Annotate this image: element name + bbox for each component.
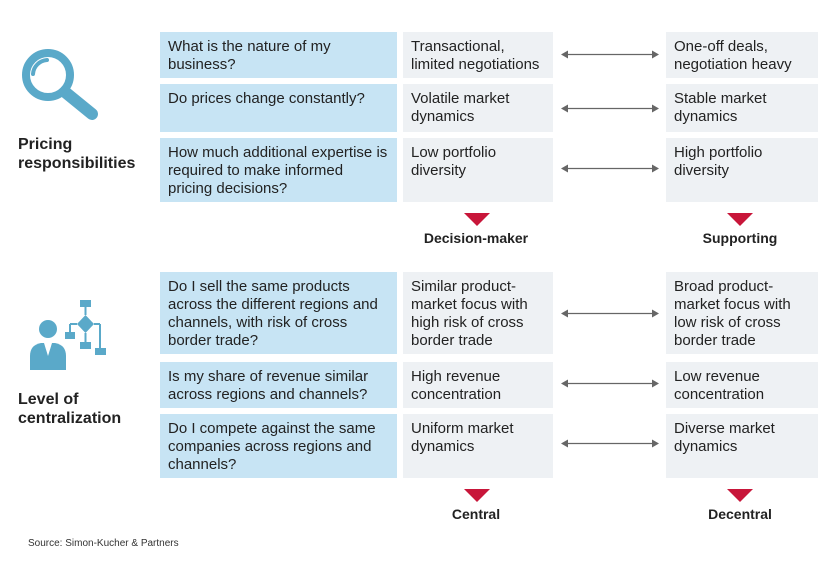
double-arrow-icon: [561, 439, 659, 448]
pole-label-right: Supporting: [702, 230, 778, 246]
pole-label-left: Central: [451, 506, 501, 522]
pole-label-left: Decision-maker: [423, 230, 529, 246]
question-cell: Do I compete against the same companies …: [160, 414, 397, 478]
left-option-cell: Uniform market dynamics: [403, 414, 553, 478]
question-cell: Do I sell the same products across the d…: [160, 272, 397, 354]
double-arrow-icon: [561, 309, 659, 318]
question-cell: What is the nature of my business?: [160, 32, 397, 78]
section-label-line: Level of: [18, 391, 79, 408]
section-label-line: centralization: [18, 410, 122, 427]
section-label-centralization: Level of centralization: [18, 390, 121, 428]
double-arrow-icon: [561, 379, 659, 388]
left-option-cell: Volatile market dynamics: [403, 84, 553, 132]
pointer-down-icon: [727, 213, 753, 226]
right-option-cell: Broad product-market focus with low risk…: [666, 272, 818, 354]
centralization-icon: [28, 298, 112, 372]
double-arrow-icon: [561, 164, 659, 173]
right-option-cell: Stable market dynamics: [666, 84, 818, 132]
pointer-down-icon: [464, 213, 490, 226]
magnifying-glass-icon: [22, 49, 98, 120]
left-option-cell: Similar product-market focus with high r…: [403, 272, 553, 354]
section-label-line: responsibilities: [18, 155, 136, 172]
left-option-cell: Transactional, limited negotiations: [403, 32, 553, 78]
right-option-cell: Low revenue concentration: [666, 362, 818, 408]
right-option-cell: High portfolio diversity: [666, 138, 818, 202]
left-option-cell: Low portfolio diversity: [403, 138, 553, 202]
section-label-line: Pricing: [18, 136, 73, 153]
person-flowchart-icon: [30, 300, 106, 370]
pointer-down-icon: [464, 489, 490, 502]
double-arrow-icon: [561, 104, 659, 113]
question-cell: How much additional expertise is require…: [160, 138, 397, 202]
pole-label-right: Decentral: [708, 506, 772, 522]
question-cell: Do prices change constantly?: [160, 84, 397, 132]
left-option-cell: High revenue concentration: [403, 362, 553, 408]
source-note: Source: Simon-Kucher & Partners: [28, 538, 179, 549]
pricing-icon: [20, 47, 102, 123]
double-arrow-icon: [561, 50, 659, 59]
section-label-pricing: Pricing responsibilities: [18, 135, 135, 173]
right-option-cell: One-off deals, negotiation heavy: [666, 32, 818, 78]
right-option-cell: Diverse market dynamics: [666, 414, 818, 478]
pointer-down-icon: [727, 489, 753, 502]
question-cell: Is my share of revenue similar across re…: [160, 362, 397, 408]
